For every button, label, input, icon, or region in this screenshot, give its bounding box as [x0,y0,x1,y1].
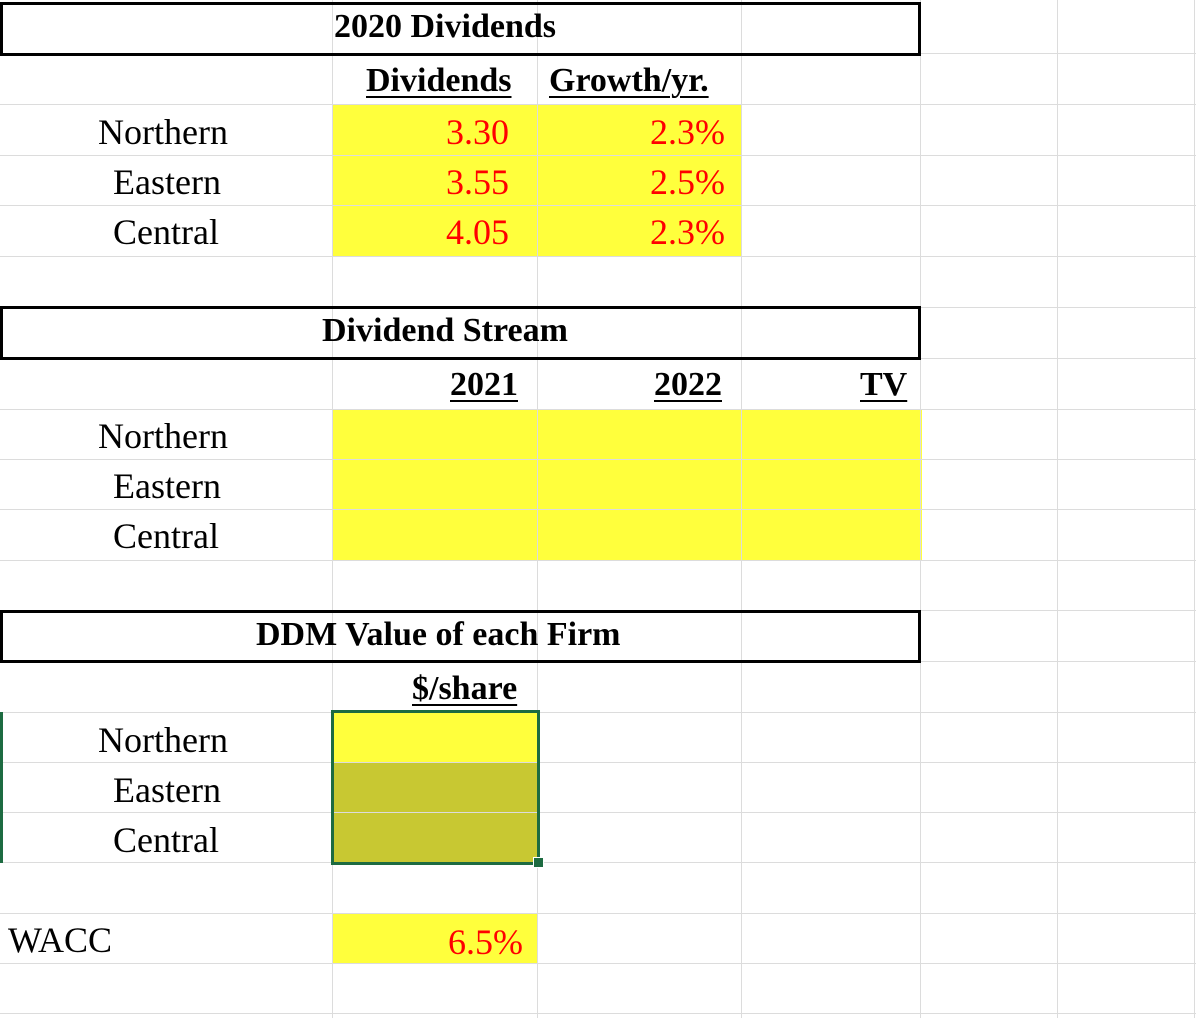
input-fill-wacc [332,913,538,964]
gridline [0,205,1196,206]
growth-cell-central[interactable]: 2.3% [650,212,725,252]
gridline [0,862,1196,863]
gridline [0,104,1196,105]
row-selection-marker [0,712,3,863]
gridline [0,762,1196,763]
gridline [0,812,1196,813]
row-label-northern: Northern [98,416,228,456]
title-box-dividends [0,2,921,56]
row-label-central: Central [113,516,219,556]
row-label-central: Central [113,820,219,860]
gridline [0,409,1196,410]
gridline [0,712,1196,713]
growth-cell-northern[interactable]: 2.3% [650,112,725,152]
dividend-cell-eastern[interactable]: 3.55 [446,162,509,202]
header-2022: 2022 [654,366,722,403]
input-fill-ddm [332,712,538,762]
gridline [0,913,1196,914]
fill-handle[interactable] [533,857,544,868]
gridline [0,256,1196,257]
growth-cell-eastern[interactable]: 2.5% [650,162,725,202]
wacc-value-cell[interactable]: 6.5% [448,922,523,962]
header-2021: 2021 [450,366,518,403]
header-growth: Growth/yr. [549,62,709,99]
gridline [0,459,1196,460]
section-title-dividends: 2020 Dividends [334,8,556,45]
gridline [0,155,1196,156]
row-label-central: Central [113,212,219,252]
row-label-eastern: Eastern [113,162,221,202]
header-tv: TV [860,366,908,403]
gridline [0,560,1196,561]
row-label-eastern: Eastern [113,770,221,810]
cell-selection-border[interactable] [331,710,540,865]
section-title-stream: Dividend Stream [322,312,568,349]
gridline [0,963,1196,964]
title-box-stream [0,306,921,360]
gridline [0,509,1196,510]
title-box-ddm [0,610,921,663]
dividend-cell-central[interactable]: 4.05 [446,212,509,252]
dividend-cell-northern[interactable]: 3.30 [446,112,509,152]
header-dividends: Dividends [366,62,512,99]
header-per-share: $/share [412,670,518,707]
row-label-northern: Northern [98,112,228,152]
section-title-ddm: DDM Value of each Firm [256,616,621,653]
gridline [0,1013,1196,1014]
row-label-eastern: Eastern [113,466,221,506]
wacc-label: WACC [8,920,113,960]
input-fill-stream [332,409,922,560]
row-label-northern: Northern [98,720,228,760]
